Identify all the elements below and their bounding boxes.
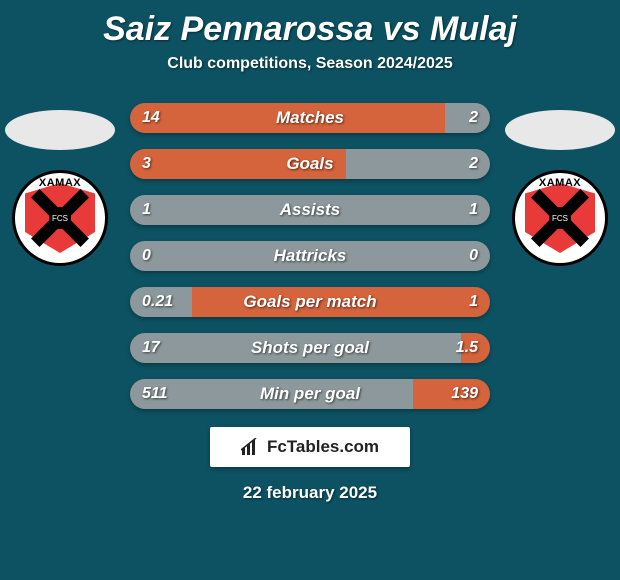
stat-bar-right bbox=[445, 103, 490, 133]
player-left-silhouette bbox=[5, 110, 115, 150]
player-right: XAMAX FCS bbox=[500, 100, 620, 300]
stat-bar-left bbox=[130, 241, 310, 271]
stat-bar-right bbox=[310, 241, 490, 271]
stat-row: 11Assists bbox=[130, 195, 490, 225]
page-title: Saiz Pennarossa vs Mulaj bbox=[0, 0, 620, 49]
stat-row: 00Hattricks bbox=[130, 241, 490, 271]
stat-bar-left bbox=[130, 379, 413, 409]
stat-bar-left bbox=[130, 195, 310, 225]
chart-icon bbox=[241, 438, 261, 456]
stat-bar-right bbox=[310, 195, 490, 225]
footer-brand-text: FcTables.com bbox=[267, 437, 379, 457]
stats-bars: 142Matches 32Goals 11Assists 00Hattricks 0.2… bbox=[130, 103, 490, 409]
stat-bar-left bbox=[130, 149, 346, 179]
stat-row: 511139Min per goal bbox=[130, 379, 490, 409]
club-logo-left: XAMAX FCS bbox=[12, 170, 108, 266]
club-logo-right: XAMAX FCS bbox=[512, 170, 608, 266]
stat-bar-left bbox=[130, 287, 192, 317]
player-left: XAMAX FCS bbox=[0, 100, 120, 300]
footer-date: 22 february 2025 bbox=[0, 483, 620, 503]
stat-bar-right bbox=[346, 149, 490, 179]
stat-row: 0.211Goals per match bbox=[130, 287, 490, 317]
stat-bar-right bbox=[413, 379, 490, 409]
stat-row: 32Goals bbox=[130, 149, 490, 179]
stat-bar-right bbox=[192, 287, 490, 317]
stat-bar-right bbox=[461, 333, 490, 363]
club-name-left: XAMAX bbox=[15, 177, 105, 189]
stat-row: 142Matches bbox=[130, 103, 490, 133]
player-right-silhouette bbox=[505, 110, 615, 150]
stat-bar-left bbox=[130, 333, 461, 363]
club-small-left: FCS bbox=[49, 207, 71, 229]
stat-bar-left bbox=[130, 103, 445, 133]
club-small-right: FCS bbox=[549, 207, 571, 229]
footer-brand: FcTables.com bbox=[210, 427, 410, 467]
page-subtitle: Club competitions, Season 2024/2025 bbox=[0, 55, 620, 73]
stat-row: 171.5Shots per goal bbox=[130, 333, 490, 363]
club-name-right: XAMAX bbox=[515, 177, 605, 189]
